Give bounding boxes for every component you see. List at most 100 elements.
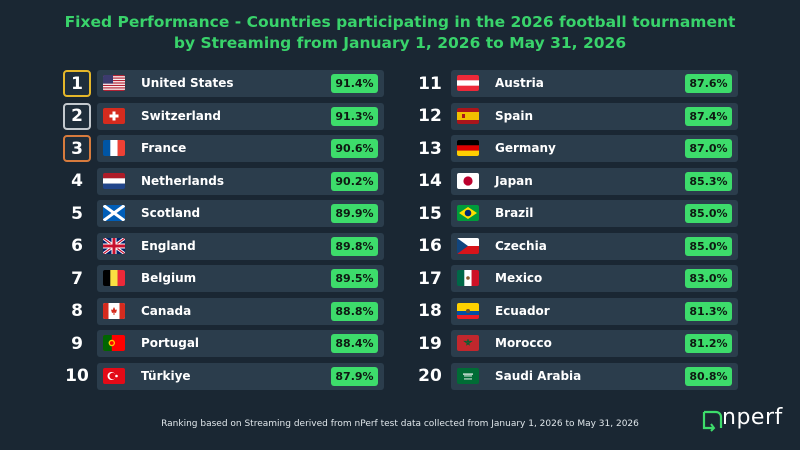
country-bar: England 89.8%: [97, 232, 384, 260]
flag-icon-ch: [103, 107, 125, 124]
flag-icon-ec: [457, 302, 479, 319]
score-badge: 85.0%: [685, 236, 732, 256]
country-name: Canada: [141, 303, 192, 318]
country-bar: Canada 88.8%: [97, 297, 384, 325]
score-badge: 80.8%: [685, 366, 732, 386]
flag-icon-de: [457, 140, 479, 156]
score-badge: 89.8%: [331, 236, 378, 256]
country-name: Portugal: [141, 336, 200, 350]
country-bar: France 90.6%: [97, 135, 384, 162]
rank-number: 8: [71, 301, 83, 321]
country-bar: Morocco 81.2%: [451, 330, 738, 357]
ranking-column-left: 1 United States 91.4% 2 Switzerland 91.3% 3 Fra…: [63, 70, 393, 395]
score-badge: 85.3%: [685, 171, 732, 191]
flag-icon-sco: [103, 205, 125, 221]
flag-icon-br: [457, 205, 479, 221]
rank-number: 19: [418, 333, 442, 354]
rank-number: 3: [63, 135, 91, 162]
rank-number: 5: [71, 203, 83, 224]
ranking-row: 1 United States 91.4%: [63, 70, 393, 97]
ranking-row: 8 Canada 88.8%: [63, 297, 393, 325]
country-bar: Ecuador 81.3%: [451, 297, 738, 325]
rank-number: 2: [63, 102, 91, 130]
flag-icon-be: [103, 270, 125, 286]
country-bar: Spain 87.4%: [451, 102, 738, 130]
nperf-logo: nperf: [700, 404, 790, 434]
country-bar: Japan 85.3%: [451, 167, 738, 195]
flag-icon-us: [103, 75, 125, 91]
country-name: Netherlands: [141, 173, 225, 188]
nperf-logo-text: nperf: [722, 405, 783, 430]
rank-number: 6: [71, 236, 83, 256]
country-bar: Germany 87.0%: [451, 135, 738, 162]
nperf-logo-icon: [702, 410, 723, 432]
country-name: Morocco: [495, 336, 552, 350]
rank-number: 15: [418, 203, 442, 224]
country-bar: Brazil 85.0%: [451, 200, 738, 227]
score-badge: 90.6%: [331, 139, 378, 158]
flag-icon-nl: [103, 172, 125, 189]
country-bar: Mexico 83.0%: [451, 265, 738, 292]
flag-icon-mx: [457, 270, 479, 286]
rank-number: 4: [71, 171, 83, 191]
ranking-row: 6 England 89.8%: [63, 232, 393, 260]
score-badge: 87.9%: [331, 366, 378, 386]
flag-icon-gb: [103, 237, 125, 254]
ranking-row: 7 Belgium 89.5%: [63, 265, 393, 292]
rank-number: 20: [418, 366, 442, 386]
ranking-row: 10 Türkiye 87.9%: [63, 362, 393, 390]
ranking-row: 4 Netherlands 90.2%: [63, 167, 393, 195]
score-badge: 89.9%: [331, 204, 378, 223]
score-badge: 81.3%: [685, 301, 732, 321]
score-badge: 88.4%: [331, 334, 378, 353]
ranking-row: 3 France 90.6%: [63, 135, 393, 162]
country-name: Mexico: [495, 271, 543, 285]
rank-number: 17: [418, 268, 442, 289]
score-badge: 87.6%: [685, 74, 732, 93]
ranking-row: 17 Mexico 83.0%: [415, 265, 745, 292]
score-badge: 83.0%: [685, 269, 732, 288]
score-badge: 91.4%: [331, 74, 378, 93]
ranking-row: 13 Germany 87.0%: [415, 135, 745, 162]
country-name: France: [141, 141, 187, 155]
country-bar: Belgium 89.5%: [97, 265, 384, 292]
country-bar: United States 91.4%: [97, 70, 384, 97]
country-name: Switzerland: [141, 108, 221, 123]
country-name: United States: [141, 76, 234, 90]
score-badge: 85.0%: [685, 204, 732, 223]
flag-icon-sa: [457, 367, 479, 384]
ranking-row: 5 Scotland 89.9%: [63, 200, 393, 227]
ranking-row: 14 Japan 85.3%: [415, 167, 745, 195]
country-bar: Türkiye 87.9%: [97, 362, 384, 390]
country-name: Czechia: [495, 238, 547, 253]
country-name: Brazil: [495, 206, 534, 220]
country-bar: Portugal 88.4%: [97, 330, 384, 357]
ranking-row: 16 Czechia 85.0%: [415, 232, 745, 260]
country-name: Saudi Arabia: [495, 368, 582, 383]
ranking-row: 9 Portugal 88.4%: [63, 330, 393, 357]
rank-number: 16: [418, 236, 442, 256]
footnote: Ranking based on Streaming derived from …: [161, 419, 639, 429]
ranking-column-right: 11 Austria 87.6% 12 Spain 87.4% 13 Germany 87.0%…: [415, 70, 745, 395]
ranking-row: 20 Saudi Arabia 80.8%: [415, 362, 745, 390]
score-badge: 87.4%: [685, 106, 732, 126]
score-badge: 91.3%: [331, 106, 378, 126]
flag-icon-tr: [103, 367, 125, 384]
country-bar: Saudi Arabia 80.8%: [451, 362, 738, 390]
flag-icon-pt: [103, 335, 125, 351]
ranking-row: 12 Spain 87.4%: [415, 102, 745, 130]
country-name: Ecuador: [495, 303, 550, 318]
country-name: Spain: [495, 108, 533, 123]
flag-icon-ca: [103, 302, 125, 319]
title-line-2: by Streaming from January 1, 2026 to May…: [173, 34, 627, 52]
rank-number: 7: [71, 268, 83, 289]
flag-icon-jp: [457, 172, 479, 189]
country-name: England: [141, 238, 196, 253]
rank-number: 1: [63, 70, 91, 97]
score-badge: 88.8%: [331, 301, 378, 321]
country-bar: Czechia 85.0%: [451, 232, 738, 260]
country-bar: Austria 87.6%: [451, 70, 738, 97]
flag-icon-at: [457, 75, 479, 91]
flag-icon-fr: [103, 140, 125, 156]
flag-icon-ma: [457, 335, 479, 351]
